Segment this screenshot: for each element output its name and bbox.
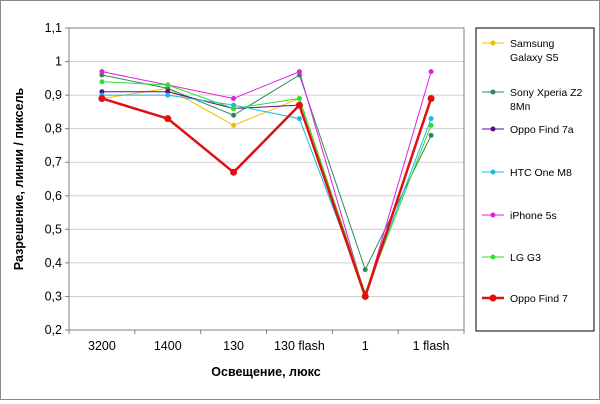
legend-entry: LG G3: [482, 252, 541, 264]
series-line: [101, 87, 432, 295]
x-tick-label: 1 flash: [413, 339, 450, 353]
data-point: [231, 112, 237, 118]
data-point: [230, 168, 238, 176]
legend-swatch-marker: [490, 89, 496, 95]
y-tick-label: 0,9: [45, 88, 62, 102]
series-line: [101, 70, 432, 299]
x-tick-label: 130: [223, 339, 244, 353]
series-group: [99, 89, 434, 299]
legend-label: 8Mп: [510, 101, 530, 113]
legend-entry: Sony Xperia Z2 8Mп: [482, 87, 583, 113]
legend-label: Oppo Find 7: [510, 293, 568, 305]
y-tick-label: 1: [55, 55, 62, 69]
y-tick-label: 1,1: [45, 21, 62, 35]
legend-swatch-marker: [489, 294, 497, 302]
data-point: [295, 101, 303, 109]
x-tick-label: 130 flash: [274, 339, 325, 353]
data-point: [428, 132, 434, 138]
legend-label: Sony Xperia Z2: [510, 87, 583, 99]
legend-entry: Samsung Galaxy S5: [482, 38, 559, 64]
y-tick-label: 0,6: [45, 189, 62, 203]
data-point: [98, 94, 106, 102]
legend-box: [475, 27, 595, 332]
legend-entry: HTC One M8: [482, 167, 572, 179]
x-axis-title: Освещение, люкс: [211, 365, 320, 379]
y-tick-label: 0,3: [45, 289, 62, 303]
legend-entry: iPhone 5s: [482, 210, 557, 222]
legend-swatch-marker: [490, 212, 496, 218]
series-line: [101, 94, 432, 295]
data-point: [362, 267, 368, 273]
series-line: [101, 74, 432, 271]
y-tick-label: 0,5: [45, 222, 62, 236]
data-point: [164, 115, 172, 123]
data-point: [361, 292, 369, 300]
series-group: [99, 92, 434, 296]
series-line: [101, 91, 432, 299]
legend-label: Galaxy S5: [510, 52, 559, 64]
data-point: [428, 122, 434, 128]
legend-swatch-marker: [490, 169, 496, 175]
series-line: [101, 97, 433, 301]
data-point: [165, 82, 171, 88]
legend-label: LG G3: [510, 252, 541, 264]
y-tick-label: 0,8: [45, 122, 62, 136]
data-point: [428, 116, 434, 122]
legend-entry: Oppo Find 7: [482, 293, 568, 305]
data-point: [296, 116, 302, 122]
y-tick-label: 0,2: [45, 323, 62, 337]
legend-label: Oppo Find 7a: [510, 124, 574, 136]
legend-swatch-marker: [490, 254, 496, 260]
y-axis-title: Разрешение, линии / пиксель: [12, 87, 26, 270]
legend-swatch-marker: [490, 40, 496, 46]
data-point: [231, 95, 237, 101]
data-point: [165, 92, 171, 98]
data-point: [428, 69, 434, 75]
y-axis-ticks: 0,2 0,3 0,4 0,5 0,6 0,7 0,8 0,9 1 1,1: [45, 21, 69, 337]
legend-entry: Oppo Find 7a: [482, 124, 574, 136]
series-lines: [98, 69, 435, 301]
data-point: [99, 69, 105, 75]
legend-label: HTC One M8: [510, 167, 572, 179]
data-point: [231, 106, 237, 112]
legend-label: Samsung: [510, 38, 555, 50]
legend-label: iPhone 5s: [510, 210, 557, 222]
data-point: [296, 69, 302, 75]
x-tick-label: 3200: [88, 339, 116, 353]
y-tick-label: 0,7: [45, 155, 62, 169]
x-axis-ticks: 3200 1400 130 130 flash 1 1 flash: [68, 330, 465, 353]
y-tick-label: 0,4: [45, 256, 62, 270]
data-point: [99, 79, 105, 85]
data-point: [231, 122, 237, 128]
data-point: [296, 95, 302, 101]
series-group: [98, 94, 435, 301]
x-tick-label: 1400: [154, 339, 182, 353]
series-group: [99, 85, 434, 296]
legend: Samsung Galaxy S5 Sony Xperia Z2 8Mп Oppo Fi…: [482, 38, 583, 305]
legend-swatch-marker: [490, 126, 496, 132]
x-tick-label: 1: [362, 339, 369, 353]
data-point: [427, 94, 435, 102]
